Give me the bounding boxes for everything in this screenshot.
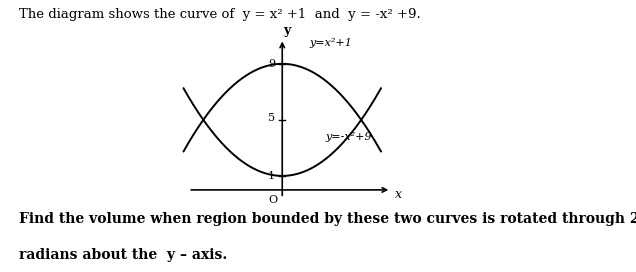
Text: 1: 1 [268,171,275,181]
Text: O: O [268,195,277,205]
Text: y=x²+1: y=x²+1 [310,38,353,48]
Text: y: y [284,24,291,37]
Text: x: x [395,188,402,201]
Text: y=-x²+9: y=-x²+9 [326,132,372,142]
Text: radians about the  y – axis.: radians about the y – axis. [19,248,227,261]
Text: The diagram shows the curve of  y = x² +1  and  y = -x² +9.: The diagram shows the curve of y = x² +1… [19,8,421,21]
Text: 5: 5 [268,113,275,123]
Text: 9: 9 [268,59,275,69]
Text: Find the volume when region bounded by these two curves is rotated through 2π: Find the volume when region bounded by t… [19,212,636,226]
